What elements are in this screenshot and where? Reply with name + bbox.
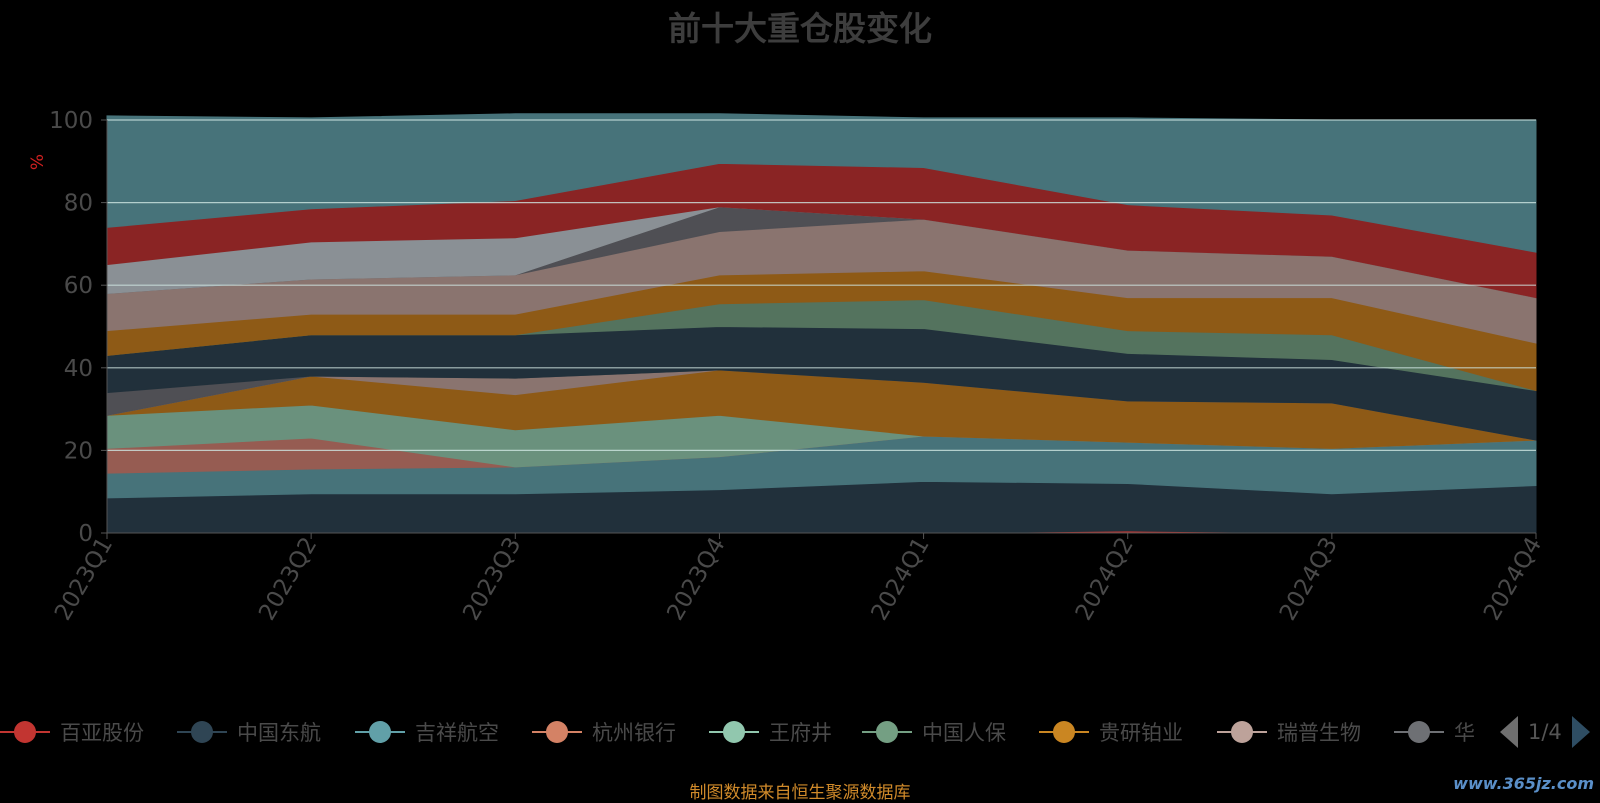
- grid-lines: [107, 119, 1536, 451]
- chart-title: 前十大重仓股变化: [668, 9, 932, 48]
- legend-pager: 1/4: [1500, 716, 1590, 748]
- y-tick-label-5: 100: [49, 108, 93, 134]
- x-tick-label-5: 2024Q2: [1071, 533, 1139, 625]
- y-tick-label-3: 60: [64, 273, 93, 299]
- legend-dot-icon: [876, 721, 898, 743]
- legend-marker-icon: [355, 721, 405, 743]
- x-tick-label-1: 2023Q2: [254, 533, 322, 625]
- x-tick-label-3: 2023Q4: [662, 533, 730, 625]
- legend-label: 吉祥航空: [415, 721, 499, 745]
- legend-label: 华: [1454, 721, 1475, 745]
- legend-label: 王府井: [769, 721, 832, 745]
- legend-dot-icon: [191, 721, 213, 743]
- legend-dot-icon: [723, 721, 745, 743]
- legend-item-6[interactable]: 贵研铂业: [1039, 712, 1183, 752]
- legend-marker-icon: [1394, 721, 1444, 743]
- legend-item-0[interactable]: 百亚股份: [0, 712, 144, 752]
- legend-label: 中国东航: [237, 721, 321, 745]
- legend-item-3[interactable]: 杭州银行: [532, 712, 676, 752]
- watermark: www.365jz.com: [1453, 774, 1594, 793]
- legend-dot-icon: [1053, 721, 1075, 743]
- legend-marker-icon: [177, 721, 227, 743]
- y-tick-label-4: 80: [64, 191, 93, 217]
- legend-marker-icon: [0, 721, 50, 743]
- legend-item-4[interactable]: 王府井: [709, 712, 832, 752]
- legend-label: 瑞普生物: [1277, 721, 1361, 745]
- legend-label: 中国人保: [922, 721, 1006, 745]
- legend-item-2[interactable]: 吉祥航空: [355, 712, 499, 752]
- area-series-group: [106, 113, 1537, 534]
- legend-label: 贵研铂业: [1099, 721, 1183, 745]
- legend-dot-icon: [14, 721, 36, 743]
- legend-item-7[interactable]: 瑞普生物: [1217, 712, 1361, 752]
- y-axis-label: %: [28, 154, 48, 170]
- legend-marker-icon: [1039, 721, 1089, 743]
- legend-prev-icon[interactable]: [1500, 716, 1518, 748]
- area-series-15: [106, 113, 1537, 253]
- legend-label: 杭州银行: [592, 721, 676, 745]
- x-tick-label-6: 2024Q3: [1275, 533, 1343, 625]
- legend-item-1[interactable]: 中国东航: [177, 712, 321, 752]
- x-tick-label-7: 2024Q4: [1479, 533, 1547, 625]
- legend-next-icon[interactable]: [1571, 716, 1590, 748]
- legend-marker-icon: [1217, 721, 1267, 743]
- legend-marker-icon: [862, 721, 912, 743]
- legend-dot-icon: [1408, 721, 1430, 743]
- legend-marker-icon: [709, 721, 759, 743]
- legend-item-5[interactable]: 中国人保: [862, 712, 1006, 752]
- y-tick-label-0: 0: [78, 521, 93, 547]
- legend: 百亚股份 中国东航 吉祥航空 杭州银行 王府井 中国人保 贵研铂业 瑞普生物 华: [0, 712, 1480, 752]
- source-note: 制图数据来自恒生聚源数据库: [689, 783, 911, 803]
- legend-dot-icon: [546, 721, 568, 743]
- legend-dot-icon: [369, 721, 391, 743]
- y-tick-label-1: 20: [64, 438, 93, 464]
- y-tick-label-2: 40: [64, 356, 93, 382]
- legend-label: 百亚股份: [60, 721, 144, 745]
- legend-page-indicator: 1/4: [1528, 720, 1562, 744]
- legend-dot-icon: [1231, 721, 1253, 743]
- x-tick-label-2: 2023Q3: [458, 533, 526, 625]
- x-tick-label-4: 2024Q1: [867, 533, 935, 625]
- legend-item-8[interactable]: 华: [1394, 712, 1475, 752]
- legend-marker-icon: [532, 721, 582, 743]
